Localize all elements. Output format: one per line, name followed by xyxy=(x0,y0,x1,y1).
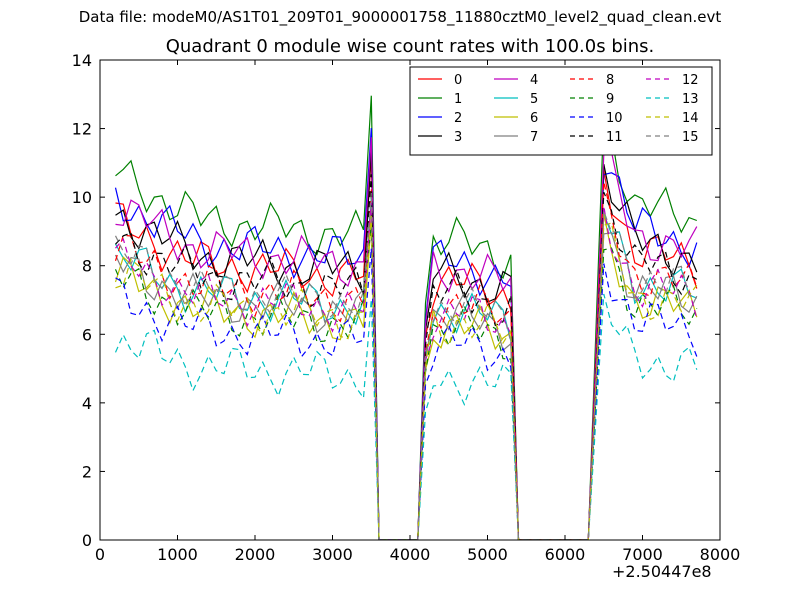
y-tick-label: 10 xyxy=(72,188,92,207)
legend-label-15: 15 xyxy=(682,130,699,145)
x-tick-label: 5000 xyxy=(467,545,508,564)
legend-label-1: 1 xyxy=(454,92,462,107)
series-line-4 xyxy=(115,137,698,540)
y-tick-label: 6 xyxy=(82,325,92,344)
legend-label-9: 9 xyxy=(606,92,614,107)
series-line-13 xyxy=(114,293,698,540)
legend-label-14: 14 xyxy=(682,111,699,126)
y-tick-label: 2 xyxy=(82,462,92,481)
x-tick-label: 8000 xyxy=(700,545,741,564)
legend-label-12: 12 xyxy=(682,73,699,88)
x-tick-label: 7000 xyxy=(622,545,663,564)
series-line-0 xyxy=(115,155,698,540)
x-tick-label: 0 xyxy=(95,545,105,564)
y-tick-label: 0 xyxy=(82,531,92,550)
series-line-9 xyxy=(114,225,698,540)
y-tick-label: 12 xyxy=(72,120,92,139)
legend-label-10: 10 xyxy=(606,111,623,126)
x-tick-label: 6000 xyxy=(545,545,586,564)
x-tick-label: 4000 xyxy=(390,545,431,564)
y-tick-label: 14 xyxy=(72,51,92,70)
x-tick-label: 3000 xyxy=(312,545,353,564)
series-line-11 xyxy=(115,174,698,540)
legend-label-0: 0 xyxy=(454,73,462,88)
legend-label-13: 13 xyxy=(682,92,699,107)
legend-frame xyxy=(409,66,713,156)
series-line-1 xyxy=(115,95,698,540)
legend-label-8: 8 xyxy=(606,73,614,88)
legend-label-5: 5 xyxy=(530,92,538,107)
x-tick-label: 2000 xyxy=(235,545,276,564)
series-line-5 xyxy=(114,197,698,540)
chart-title: Quadrant 0 module wise count rates with … xyxy=(165,36,655,57)
legend-label-3: 3 xyxy=(454,130,462,145)
legend-label-2: 2 xyxy=(454,111,462,126)
series-line-3 xyxy=(115,146,698,540)
figure-title: Data file: modeM0/AS1T01_209T01_90000017… xyxy=(78,8,722,26)
series-line-12 xyxy=(115,202,698,540)
legend-label-11: 11 xyxy=(606,130,623,145)
y-tick-label: 4 xyxy=(82,394,92,413)
legend-label-7: 7 xyxy=(530,130,538,145)
series-line-14 xyxy=(115,215,698,540)
x-tick-label: 1000 xyxy=(157,545,198,564)
y-tick-label: 8 xyxy=(82,257,92,276)
legend-label-6: 6 xyxy=(530,111,538,126)
tick-layer: 0 1000 2000 3000 4000 5000 6000 7000 80000246810… xyxy=(72,51,741,564)
series-line-15 xyxy=(114,192,698,540)
series-line-8 xyxy=(114,181,698,540)
legend-label-4: 4 xyxy=(530,73,538,88)
series-line-10 xyxy=(115,248,698,540)
series-layer xyxy=(114,95,698,540)
x-axis-offset-label: +2.50447e8 xyxy=(612,562,712,581)
